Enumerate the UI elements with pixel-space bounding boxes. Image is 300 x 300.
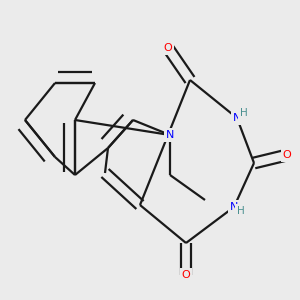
Text: N: N bbox=[233, 113, 241, 123]
Text: H: H bbox=[240, 109, 248, 118]
Text: O: O bbox=[283, 150, 291, 160]
Text: N: N bbox=[166, 130, 174, 140]
Text: N: N bbox=[230, 202, 238, 212]
Text: H: H bbox=[237, 206, 244, 217]
Text: O: O bbox=[182, 270, 190, 280]
Text: O: O bbox=[164, 43, 172, 53]
